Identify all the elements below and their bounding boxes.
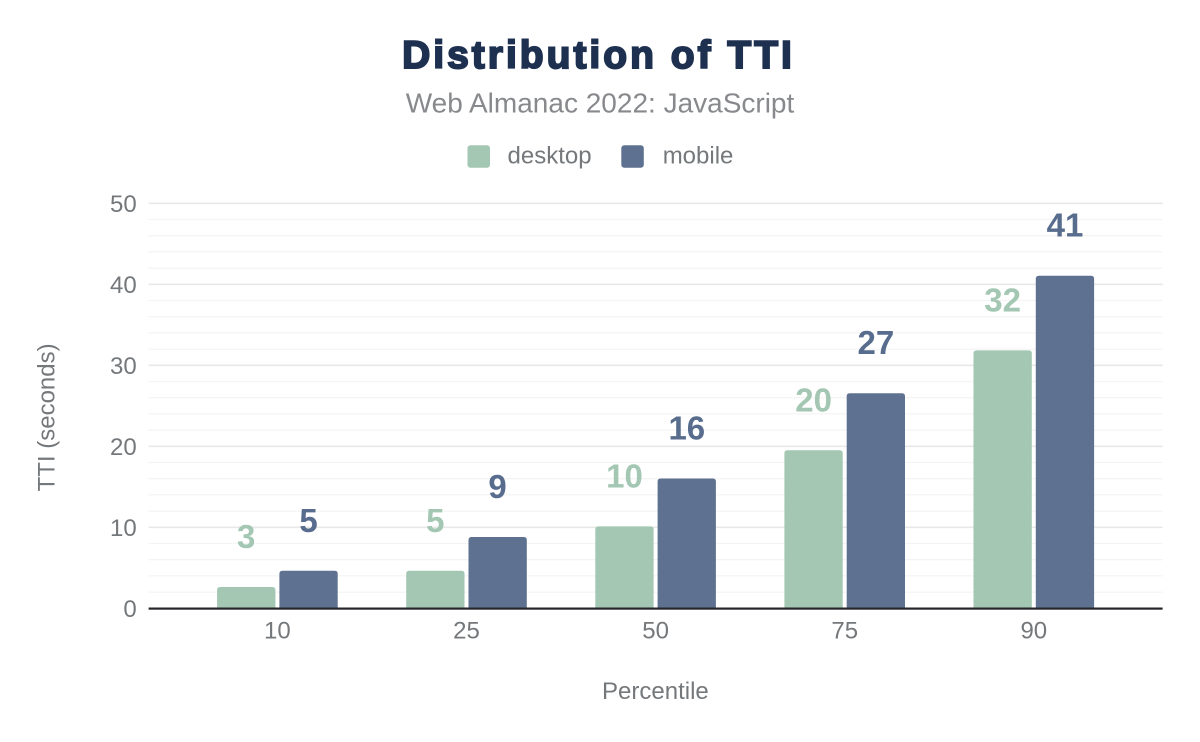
svg-text:50: 50	[110, 191, 137, 218]
svg-text:mobile: mobile	[663, 143, 734, 170]
svg-text:10: 10	[606, 457, 643, 494]
svg-text:16: 16	[668, 410, 705, 447]
svg-text:9: 9	[488, 468, 506, 505]
svg-text:27: 27	[858, 324, 895, 361]
svg-text:0: 0	[123, 596, 136, 623]
svg-text:Web Almanac 2022: JavaScript: Web Almanac 2022: JavaScript	[406, 88, 795, 119]
svg-text:10: 10	[264, 618, 291, 645]
svg-text:5: 5	[299, 502, 317, 539]
svg-text:TTI (seconds): TTI (seconds)	[34, 343, 61, 491]
svg-text:desktop: desktop	[508, 143, 592, 170]
svg-text:40: 40	[110, 272, 137, 299]
svg-text:25: 25	[453, 618, 480, 645]
svg-text:Distribution of TTI: Distribution of TTI	[402, 34, 795, 77]
svg-text:32: 32	[984, 281, 1021, 318]
svg-text:3: 3	[237, 518, 255, 555]
svg-text:20: 20	[795, 381, 832, 418]
svg-text:5: 5	[426, 502, 444, 539]
svg-text:50: 50	[642, 618, 669, 645]
svg-text:75: 75	[831, 618, 858, 645]
svg-text:10: 10	[110, 515, 137, 542]
svg-text:90: 90	[1020, 618, 1047, 645]
svg-text:30: 30	[110, 353, 137, 380]
svg-text:20: 20	[110, 434, 137, 461]
svg-text:Percentile: Percentile	[602, 678, 709, 705]
svg-text:41: 41	[1047, 207, 1084, 244]
